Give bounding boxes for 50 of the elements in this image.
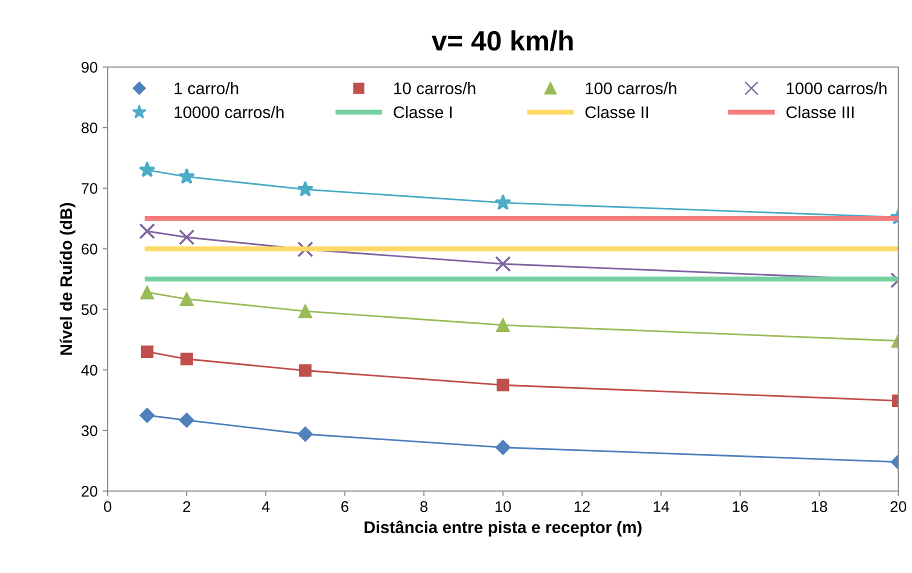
x-tick-label: 6 — [341, 501, 348, 512]
x-tick-label: 4 — [262, 501, 270, 512]
y-tick-label: 90 — [82, 62, 98, 73]
x-tick-label: 0 — [104, 501, 112, 512]
x-tick-label: 2 — [183, 501, 190, 512]
point — [139, 223, 156, 240]
point — [299, 364, 312, 377]
y-tick-label: 50 — [82, 304, 98, 316]
y-tick-label: 20 — [82, 486, 98, 497]
point — [180, 352, 193, 366]
x-tick-label: 12 — [574, 501, 590, 512]
y-tick-label: 70 — [82, 183, 98, 194]
x-tick-label: 10 — [496, 501, 511, 512]
y-tick-label: 60 — [82, 244, 98, 254]
point — [496, 378, 510, 392]
point — [178, 229, 195, 246]
y-tick-label: 40 — [81, 364, 98, 376]
point — [495, 440, 511, 456]
point — [140, 285, 154, 300]
point — [140, 408, 155, 423]
x-axis-title: Distância entre pista e receptor (m) — [364, 520, 642, 536]
point — [178, 168, 195, 184]
legend-label: Classe III — [786, 106, 854, 118]
point — [138, 161, 156, 178]
y-tick-label: 30 — [81, 425, 98, 436]
legend-label: 10 carros/h — [394, 82, 476, 94]
point — [494, 194, 512, 210]
point — [140, 345, 154, 358]
x-tick-label: 18 — [812, 501, 828, 512]
point — [494, 256, 511, 272]
legend-label: 10000 carros/h — [174, 106, 284, 118]
point — [496, 318, 510, 332]
y-tick-label: 80 — [82, 122, 98, 134]
x-tick-label: 16 — [732, 501, 748, 512]
point — [179, 412, 194, 428]
point — [298, 304, 312, 318]
point — [297, 241, 314, 258]
point — [298, 426, 313, 442]
legend-label: 100 carros/h — [586, 82, 676, 94]
legend-label: 1 carro/h — [174, 82, 238, 94]
x-tick-label: 20 — [890, 501, 906, 512]
legend-label: Classe II — [585, 106, 648, 118]
chart-title: v= 40 km/h — [432, 30, 573, 51]
y-axis-title: Nível de Ruído (dB) — [60, 203, 76, 355]
point — [296, 180, 314, 197]
legend-label: 1000 carros/h — [786, 82, 886, 94]
point — [180, 292, 194, 306]
legend-label: Classe I — [394, 106, 452, 118]
x-tick-label: 8 — [420, 501, 428, 512]
x-tick-label: 14 — [654, 501, 670, 512]
